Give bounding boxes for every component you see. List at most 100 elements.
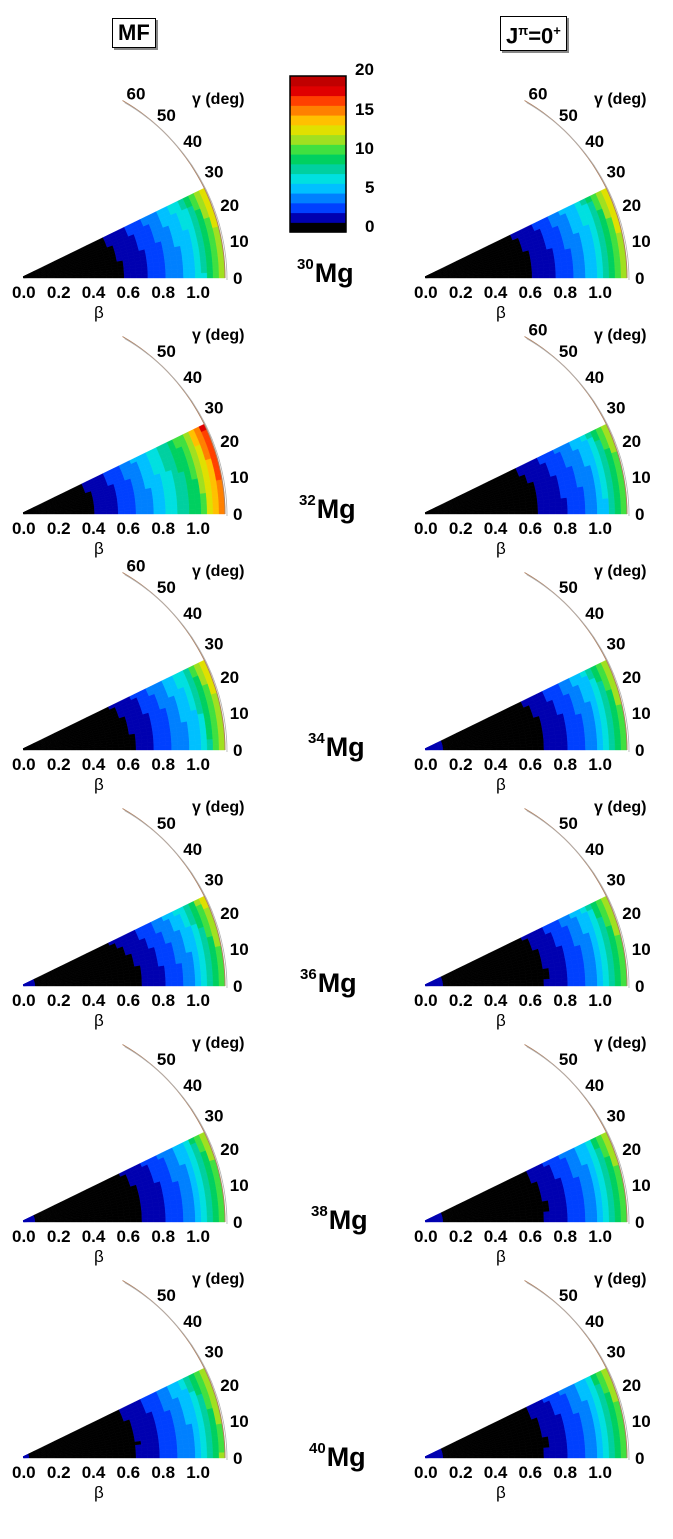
pes-cell [212, 266, 220, 273]
pes-cell [585, 508, 592, 515]
nucleus-label: 34Mg [308, 730, 365, 762]
pes-cell [620, 743, 628, 751]
pes-cell [514, 274, 521, 279]
pes-cell [573, 268, 580, 274]
pes-cell [561, 265, 568, 271]
pes-cell [135, 270, 143, 275]
beta-tick-label: 0.0 [414, 283, 438, 302]
pes-cell [555, 501, 562, 507]
pes-cell [159, 1213, 166, 1219]
pes-cell [100, 983, 107, 987]
pes-cell [117, 1215, 125, 1220]
pes-cell [514, 746, 521, 751]
beta-tick-label: 0.0 [414, 755, 438, 774]
beta-tick-label: 0.4 [82, 519, 106, 538]
pes-cell [170, 731, 178, 738]
pes-cell [572, 259, 580, 266]
pes-cell [176, 1207, 184, 1214]
pes-cell [147, 509, 155, 515]
pes-cell [218, 974, 226, 981]
pes-cell [117, 1218, 125, 1223]
pes-cell [597, 272, 604, 279]
pes-cell [579, 976, 586, 982]
beta-tick-label: 0.8 [151, 991, 175, 1010]
pes-cell [206, 738, 214, 745]
pes-cell [573, 504, 580, 510]
pes-cell [182, 504, 190, 510]
pes-cell [206, 974, 214, 981]
pes-cell [82, 1219, 89, 1223]
beta-tick-label: 0.6 [117, 519, 141, 538]
colorbar-frame [289, 75, 347, 233]
pes-cell [123, 1218, 131, 1223]
pes-cell [526, 982, 533, 987]
pes-cell [100, 511, 107, 515]
pes-cell [561, 741, 568, 747]
pes-cell [508, 747, 515, 751]
beta-axis-label: β [94, 303, 104, 322]
pes-cell [561, 977, 568, 983]
pes-cell [171, 745, 178, 751]
pes-cell [141, 270, 149, 275]
pes-cell [147, 506, 155, 511]
pes-cell [153, 265, 160, 271]
gamma-tick-label: 0 [635, 505, 644, 524]
pes-cell [165, 745, 172, 751]
pes-cell [189, 1216, 196, 1223]
pes-cell [211, 727, 219, 734]
pes-cell [572, 264, 580, 270]
beta-tick-label: 0.6 [519, 283, 543, 302]
pes-cell [537, 506, 545, 511]
pes-cell [170, 736, 178, 742]
gamma-tick-label: 20 [220, 196, 239, 215]
pes-cell [614, 974, 622, 981]
pes-cell [602, 497, 610, 504]
pes-cell [200, 503, 208, 510]
pes-cell [584, 268, 592, 274]
pes-cell [608, 497, 616, 504]
pes-cell [165, 273, 172, 279]
pes-cell [590, 262, 598, 269]
pes-cell [170, 259, 178, 266]
pes-cell [205, 486, 213, 494]
pes-cell [601, 728, 609, 735]
pes-cell [218, 738, 226, 745]
beta-tick-label: 0.0 [414, 519, 438, 538]
pes-cell [112, 982, 119, 987]
pes-cell [182, 1202, 190, 1209]
gamma-axis-label: γ (deg) [594, 799, 646, 816]
nucleus-label: 38Mg [311, 1203, 368, 1235]
pes-cell [177, 509, 184, 515]
pes-cell [165, 505, 172, 511]
pes-cell [620, 968, 627, 975]
pes-cell [123, 510, 131, 515]
pes-cell [555, 265, 562, 271]
pes-cell [205, 255, 213, 263]
beta-tick-label: 0.6 [519, 991, 543, 1010]
pes-cell [561, 737, 568, 743]
pes-cell [561, 505, 568, 511]
beta-tick-label: 0.4 [484, 519, 508, 538]
pes-cell [607, 727, 615, 735]
beta-tick-label: 0.6 [519, 519, 543, 538]
pes-cell [584, 499, 592, 505]
pes-cell [614, 272, 622, 279]
beta-tick-label: 0.2 [449, 519, 473, 538]
beta-tick-label: 1.0 [186, 519, 210, 538]
pes-cell [159, 273, 166, 279]
colorbar-tick-label: 0 [365, 217, 375, 236]
gamma-tick-label: 40 [585, 368, 604, 387]
pes-cell [159, 505, 166, 511]
pes-cell [614, 980, 622, 987]
pes-cell [596, 975, 604, 982]
pes-cell [602, 739, 610, 746]
pes-cell [129, 274, 137, 279]
beta-tick-label: 0.8 [151, 755, 175, 774]
pes-cell [117, 271, 125, 276]
pes-cell [555, 741, 562, 747]
beta-tick-label: 1.0 [588, 519, 612, 538]
gamma-tick-label: 30 [607, 871, 626, 890]
pes-cell [218, 496, 225, 503]
